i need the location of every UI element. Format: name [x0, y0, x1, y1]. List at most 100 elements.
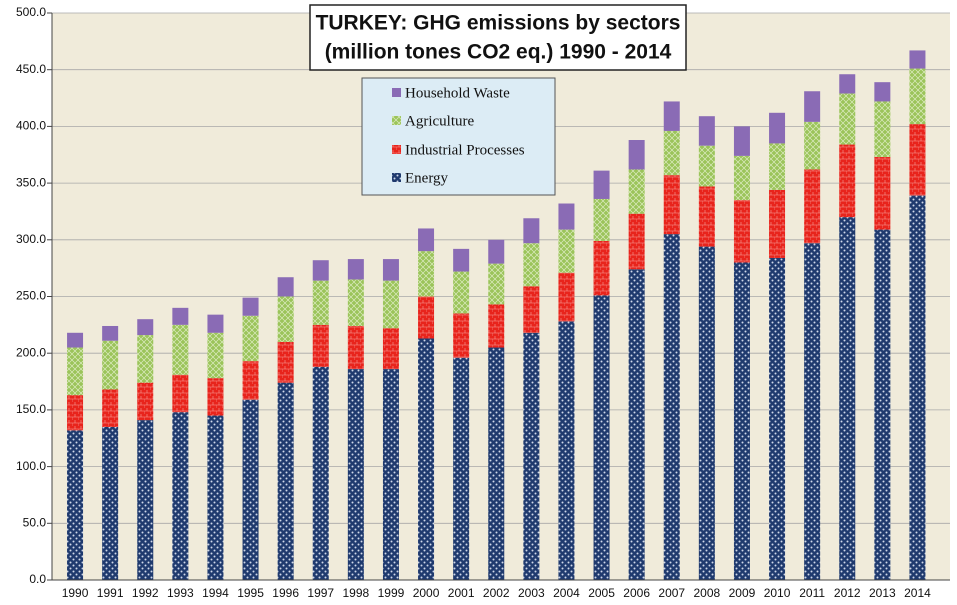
bar-segment [347, 369, 364, 580]
bar-segment [453, 313, 470, 358]
bar-segment [382, 369, 399, 580]
y-tick-label: 350.0 [16, 175, 46, 189]
bar-segment [382, 280, 399, 329]
bar-segment [769, 143, 786, 190]
bar-segment [733, 262, 750, 580]
bar-segment [733, 155, 750, 201]
bar-segment [102, 389, 119, 427]
x-tick-label: 1991 [97, 586, 124, 600]
bar-segment [523, 243, 540, 287]
x-tick-label: 1999 [378, 586, 405, 600]
x-tick-label: 2002 [483, 586, 510, 600]
legend-swatch [392, 173, 401, 182]
bar-segment [488, 304, 505, 348]
bar-segment [382, 259, 399, 281]
legend-swatch [392, 116, 401, 125]
bar-segment [698, 116, 715, 146]
x-tick-label: 1994 [202, 586, 229, 600]
bar-segment [698, 145, 715, 187]
x-tick-label: 2013 [869, 586, 896, 600]
bar-segment [523, 332, 540, 580]
bar-segment [418, 296, 435, 339]
bar-segment [593, 295, 610, 580]
bar-segment [593, 240, 610, 296]
y-tick-label: 150.0 [16, 402, 46, 416]
title-box [309, 4, 687, 71]
bar-segment [663, 130, 680, 176]
legend-swatch [392, 145, 401, 154]
bar-segment [277, 382, 294, 580]
bar-segment [663, 175, 680, 235]
x-tick-label: 2001 [448, 586, 475, 600]
x-tick-label: 1992 [132, 586, 159, 600]
bar-segment [488, 239, 505, 264]
bar-segment [67, 332, 84, 348]
x-tick-label: 2004 [553, 586, 580, 600]
bar-segment [523, 286, 540, 333]
bar-segment [804, 169, 821, 244]
bar-segment [804, 91, 821, 122]
bar-segment [488, 347, 505, 580]
bar-segment [769, 112, 786, 144]
x-tick-label: 1993 [167, 586, 194, 600]
x-tick-label: 2011 [799, 586, 825, 600]
x-tick-label: 2006 [623, 586, 650, 600]
bar-segment [909, 68, 926, 125]
bar-segment [102, 340, 119, 390]
bar-segment [804, 121, 821, 170]
y-tick-label: 450.0 [16, 62, 46, 76]
bar-segment [874, 229, 891, 580]
bar-segment [207, 314, 224, 333]
bar-segment [839, 93, 856, 145]
bar-segment [523, 218, 540, 244]
bar-segment [488, 263, 505, 305]
bar-segment [102, 426, 119, 580]
bar-segment [453, 271, 470, 314]
y-tick-label: 0.0 [29, 572, 46, 586]
bar-segment [347, 325, 364, 370]
bar-segment [874, 82, 891, 102]
bar-segment [242, 297, 259, 316]
bar-segment [593, 198, 610, 241]
bar-segment [453, 357, 470, 580]
bar-segment [347, 259, 364, 280]
bar-segment [277, 277, 294, 297]
bar-segment [67, 395, 84, 431]
bar-segment [418, 338, 435, 580]
bar-segment [593, 170, 610, 199]
bar-segment [347, 279, 364, 326]
bar-segment [769, 257, 786, 580]
x-tick-label: 2007 [658, 586, 685, 600]
x-tick-label: 2014 [904, 586, 931, 600]
bar-segment [137, 420, 154, 580]
chart-subtitle: (million tones CO2 eq.) 1990 - 2014 [325, 41, 672, 64]
legend-label: Agriculture [405, 113, 474, 129]
x-tick-label: 2010 [764, 586, 791, 600]
y-tick-label: 300.0 [16, 232, 46, 246]
bar-segment [698, 186, 715, 247]
bar-segment [312, 260, 329, 281]
bar-segment [312, 366, 329, 580]
legend-label: Energy [405, 170, 449, 186]
bar-segment [277, 296, 294, 342]
bar-segment [663, 101, 680, 131]
bar-segment [312, 280, 329, 325]
bar-segment [277, 341, 294, 383]
bar-segment [839, 74, 856, 94]
legend-swatch [392, 88, 401, 97]
x-tick-label: 1997 [307, 586, 334, 600]
bar-segment [137, 382, 154, 421]
y-tick-label: 400.0 [16, 119, 46, 133]
bar-segment [628, 169, 645, 214]
bar-segment [137, 335, 154, 383]
bar-segment [172, 307, 189, 325]
bar-segment [242, 315, 259, 362]
bar-segment [418, 251, 435, 297]
bar-segment [663, 234, 680, 580]
bar-segment [242, 399, 259, 580]
bar-segment [874, 101, 891, 158]
bar-segment [628, 213, 645, 270]
bar-segment [909, 124, 926, 196]
legend-label: Industrial Processes [405, 142, 525, 158]
bar-segment [172, 324, 189, 375]
